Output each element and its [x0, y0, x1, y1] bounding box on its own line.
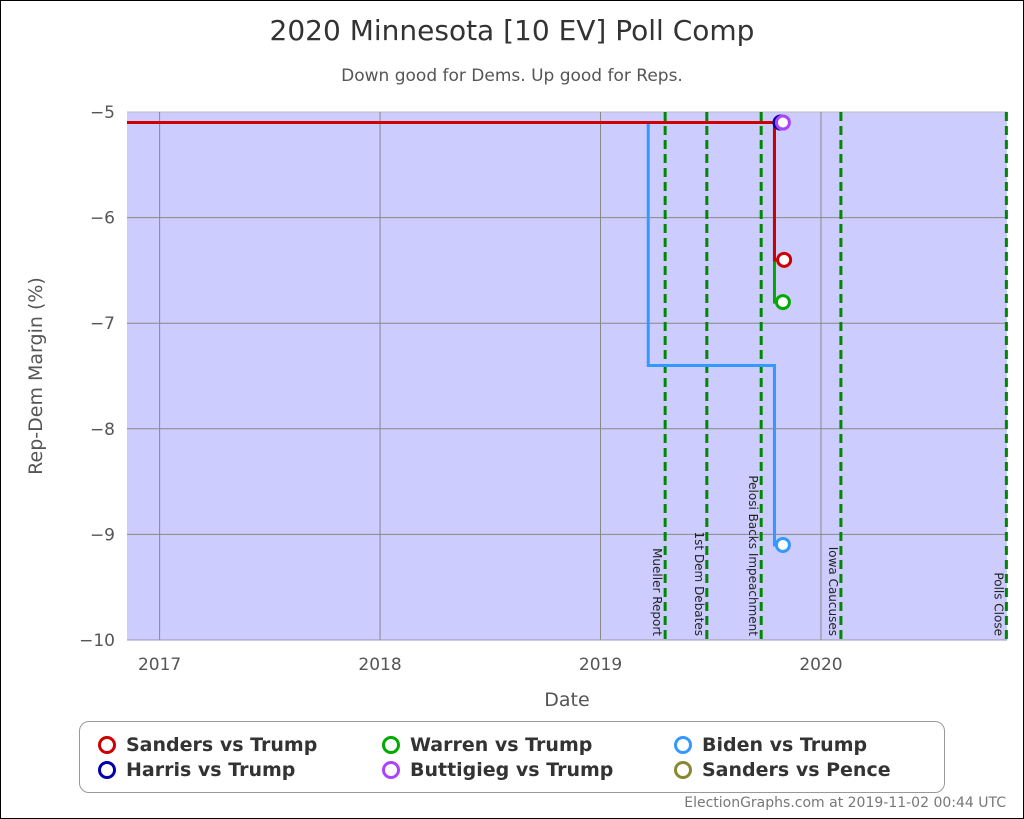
- y-tick-label: −9: [90, 525, 115, 545]
- chart-title: 2020 Minnesota [10 EV] Poll Comp: [269, 14, 755, 47]
- legend-label: Sanders vs Trump: [126, 734, 318, 756]
- y-tick-label: −7: [90, 314, 115, 334]
- event-label: 1st Dem Debates: [692, 532, 706, 636]
- legend-item: Sanders vs Trump: [98, 734, 317, 756]
- legend-item: Warren vs Trump: [382, 734, 592, 756]
- event-label: Mueller Report: [650, 548, 664, 636]
- data-point: [774, 114, 791, 131]
- x-tick-label: 2019: [579, 655, 622, 675]
- legend-marker-icon: [98, 761, 116, 779]
- y-tick-label: −10: [79, 631, 115, 651]
- credit: ElectionGraphs.com at 2019-11-02 00:44 U…: [684, 795, 1006, 811]
- legend-label: Warren vs Trump: [410, 734, 593, 756]
- legend-label: Sanders vs Pence: [702, 759, 891, 781]
- plot-background: [127, 112, 1007, 640]
- legend-label: Buttigieg vs Trump: [410, 759, 614, 781]
- legend: Sanders vs Trump Warren vs Trump Biden vs …: [79, 721, 945, 793]
- legend-label: Harris vs Trump: [126, 759, 296, 781]
- x-tick-label: 2017: [138, 655, 181, 675]
- event-label: Iowa Caucuses: [826, 547, 840, 636]
- event-label: Polls Close: [991, 572, 1005, 636]
- data-point: [776, 251, 793, 268]
- legend-marker-icon: [674, 736, 692, 754]
- data-point: [774, 294, 791, 311]
- legend-label: Biden vs Trump: [702, 734, 868, 756]
- legend-item: Sanders vs Pence: [674, 759, 891, 781]
- event-label: Pelosi Backs Impeachment: [746, 475, 760, 636]
- legend-item: Harris vs Trump: [98, 759, 295, 781]
- x-tick-label: 2018: [358, 655, 401, 675]
- y-tick-label: −5: [90, 103, 115, 123]
- x-tick-label: 2020: [799, 655, 842, 675]
- legend-marker-icon: [674, 761, 692, 779]
- legend-marker-icon: [98, 736, 116, 754]
- x-axis-label: Date: [544, 689, 589, 711]
- y-tick-label: −8: [90, 420, 115, 440]
- legend-item: Buttigieg vs Trump: [382, 759, 613, 781]
- legend-marker-icon: [382, 736, 400, 754]
- chart-subtitle: Down good for Dems. Up good for Reps.: [341, 66, 683, 86]
- legend-item: Biden vs Trump: [674, 734, 867, 756]
- legend-marker-icon: [382, 761, 400, 779]
- y-tick-label: −6: [90, 209, 115, 229]
- y-axis-label: Rep-Dem Margin (%): [25, 277, 47, 475]
- data-point: [774, 536, 791, 553]
